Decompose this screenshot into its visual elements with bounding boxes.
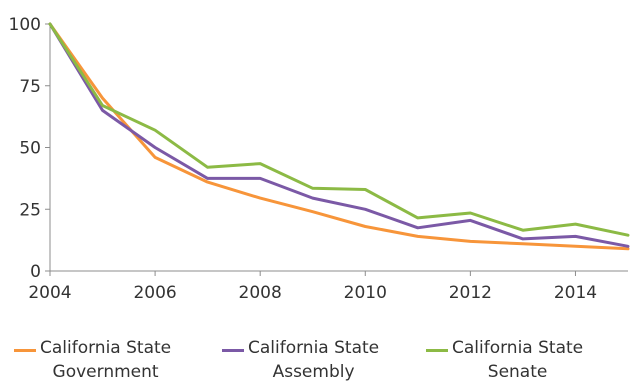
x-tick-label: 2004 [28,283,71,303]
y-tick-label: 25 [19,200,41,220]
y-tick-label: 100 [9,15,41,35]
tick-labels: 0 25 50 75 100 2004 2006 2008 2010 2012 2014 [9,15,598,303]
series-lines [48,22,630,251]
line-chart: 0 25 50 75 100 2004 2006 2008 2010 2012 2014 [9,15,630,303]
legend-label-assembly: California State Assembly [248,338,380,382]
legend-label-government: California State Government [40,338,172,382]
legend: California State Government California S… [0,336,631,388]
legend-label-senate: California State Senate [452,338,584,382]
y-tick-label: 50 [19,139,41,159]
series-line-3 [48,22,630,237]
legend-swatch-senate [426,349,448,352]
x-tick-label: 2014 [554,283,597,303]
series-line-1 [48,22,630,251]
legend-swatch-government [14,349,36,352]
x-tick-label: 2008 [239,283,282,303]
x-tick-label: 2010 [344,283,387,303]
legend-item-assembly: California State Assembly [222,336,379,384]
y-tick-label: 0 [30,262,41,282]
series-line-2 [48,22,630,248]
legend-swatch-assembly [222,349,244,352]
y-tick-label: 75 [19,77,41,97]
legend-item-senate: California State Senate [426,336,583,384]
legend-item-government: California State Government [14,336,171,384]
axes [45,23,628,276]
x-tick-label: 2012 [449,283,492,303]
x-tick-label: 2006 [133,283,176,303]
